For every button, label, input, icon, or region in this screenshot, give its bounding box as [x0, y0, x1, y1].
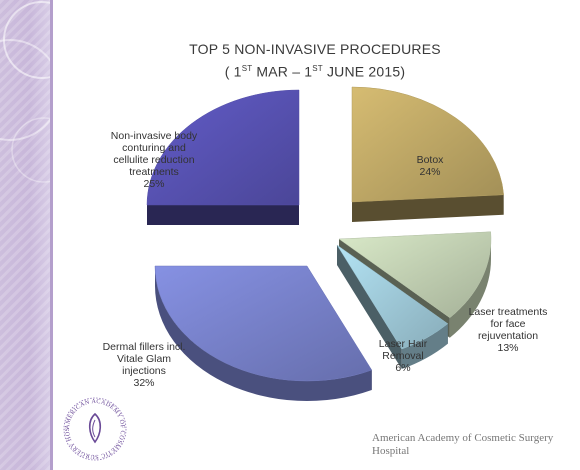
- pie-slice-side-0: [352, 194, 504, 222]
- sidebar-edge-line: [50, 0, 53, 470]
- logo-emblem-icon: [88, 412, 102, 444]
- chart-title-line2: ( 1ST MAR – 1ST JUNE 2015): [224, 63, 406, 80]
- slice-label-4: Non-invasive body conturing and cellulite …: [111, 130, 198, 190]
- pie-slice-2: [336, 244, 449, 350]
- decorative-sidebar: [0, 0, 50, 470]
- logo-text: AMERICAN ACADEMY OF COSMETIC SURGERY HOS…: [62, 396, 126, 460]
- slice-label-2: Laser Hair Removal 6%: [379, 338, 428, 374]
- organization-name: American Academy of Cosmetic Surgery Hos…: [372, 432, 572, 458]
- slice-label-1: Laser treatments for face rejuventation 13%: [469, 306, 548, 354]
- pie-slice-1: [338, 231, 492, 319]
- organization-name-line1: American Academy of Cosmetic Surgery: [372, 432, 554, 444]
- chart-title: TOP 5 NON-INVASIVE PROCEDURES ( 1ST MAR …: [180, 40, 450, 82]
- pie-slice-4: [146, 89, 300, 206]
- slice-label-3: Dermal fillers incl. Vitale Glam injection…: [103, 341, 186, 389]
- slice-label-0: Botox 24%: [417, 154, 445, 178]
- pie-slice-0: [351, 86, 504, 203]
- pie-slice-side-4: [147, 205, 299, 225]
- sidebar-swirl-icon: [0, 1, 50, 183]
- pie-slice-3: [154, 265, 373, 382]
- hospital-logo: AMERICAN ACADEMY OF COSMETIC SURGERY HOS…: [62, 396, 127, 461]
- organization-name-line2: Hospital: [372, 445, 410, 457]
- chart-title-line1: TOP 5 NON-INVASIVE PROCEDURES: [189, 41, 441, 57]
